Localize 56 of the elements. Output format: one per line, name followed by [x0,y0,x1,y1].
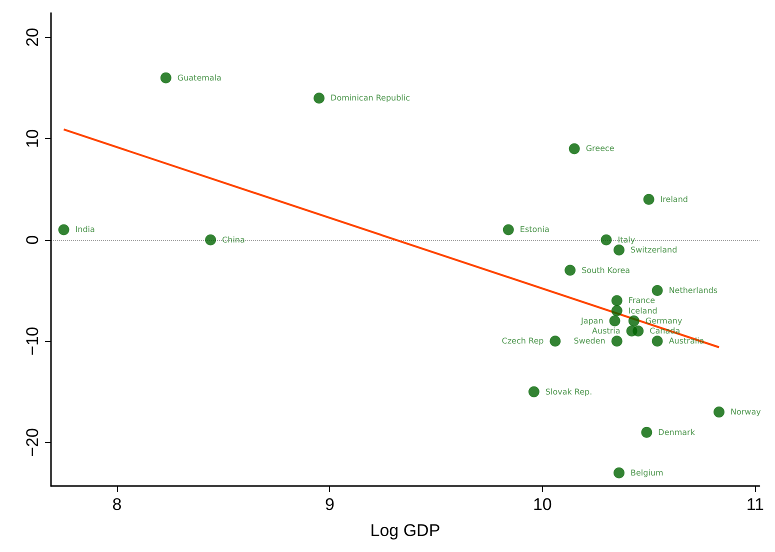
data-label: Greece [586,144,614,154]
point [609,315,620,326]
data-label: Czech Rep [502,336,544,346]
y-tick-label: −10 [23,326,42,356]
point [614,244,625,256]
data-label: Sweden [574,336,606,346]
point [643,194,654,205]
point [600,234,612,246]
data-label: South Korea [582,266,630,275]
data-label: Italy [618,235,636,244]
x-tick-label: 8 [112,495,122,514]
point [611,295,622,306]
point [611,305,622,316]
data-label: Estonia [520,225,550,234]
point [564,264,576,276]
y-tick-label: 0 [23,235,42,245]
data-label: Netherlands [668,286,718,296]
point [652,285,663,296]
point [611,336,622,347]
point [528,386,540,398]
point [160,72,172,84]
x-tick-label: 9 [324,495,334,514]
point [632,326,644,337]
x-axis-title: Log GDP [370,521,440,540]
point [641,426,652,438]
data-label: Ireland [660,194,688,204]
data-label: Denmark [658,428,696,437]
y-tick-label: 10 [23,129,42,148]
y-tick-label: 20 [23,28,42,47]
x-tick-label: 11 [746,495,764,514]
point [502,224,514,236]
data-label: Guatemala [177,73,222,82]
data-label: France [628,296,656,306]
point [550,336,561,347]
data-label: Dominican Republic [330,94,410,103]
data-label: Austria [592,326,620,336]
data-label: Iceland [628,306,658,316]
data-label: Slovak Rep. [545,387,592,396]
data-label: India [75,225,95,234]
point [652,336,663,347]
point [314,92,325,104]
data-label: Switzerland [630,246,678,255]
data-label: Belgium [630,468,664,478]
point [568,143,580,154]
point [628,315,640,326]
point [614,467,625,478]
data-label: Japan [580,316,604,326]
point [714,406,725,418]
data-label: Australia [668,336,704,346]
point [205,234,216,246]
point [58,224,70,236]
data-label: China [222,235,246,244]
x-tick-label: 10 [532,495,552,514]
data-label: Norway [730,408,762,417]
data-label: Germany [645,316,682,326]
y-tick-label: −20 [23,428,42,457]
